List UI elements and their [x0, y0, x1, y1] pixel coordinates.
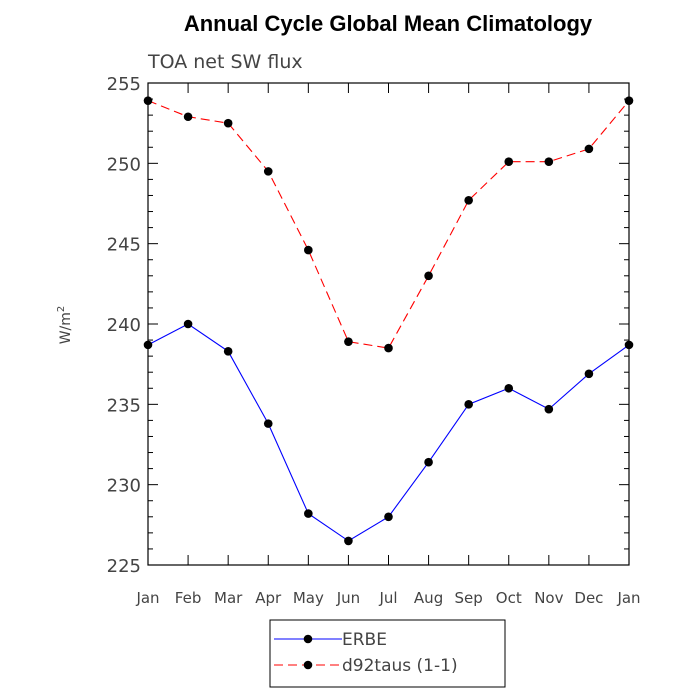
- y-tick-label: 225: [107, 556, 141, 577]
- x-tick-label: Jul: [378, 589, 397, 607]
- series-0-point: [344, 536, 353, 546]
- series-0-point: [183, 319, 193, 329]
- series-1-point: [624, 96, 634, 105]
- x-tick-label: Jan: [616, 589, 640, 607]
- y-tick-label: 230: [107, 476, 141, 497]
- legend-label-0: ERBE: [342, 630, 387, 650]
- series-0-point: [504, 383, 514, 393]
- y-axis-title: W/m2: [56, 306, 74, 345]
- x-tick-label: Nov: [534, 589, 563, 607]
- y-axis-title-main: W/m: [58, 312, 74, 344]
- series-1-point: [504, 157, 514, 167]
- series-0-point: [624, 340, 634, 350]
- x-tick-label: Feb: [175, 589, 202, 607]
- series-1-point: [143, 96, 153, 105]
- plot-frame: [147, 82, 630, 566]
- y-axis-label: W/m2: [56, 306, 74, 345]
- series-1-point: [464, 195, 473, 205]
- series-0-point: [143, 340, 153, 350]
- x-tick-label: Sep: [455, 589, 483, 607]
- series-1-point: [344, 337, 353, 346]
- series-1-point: [544, 157, 554, 167]
- chart-title: Annual Cycle Global Mean Climatology: [184, 11, 593, 36]
- series-0-point: [384, 512, 393, 522]
- chart-subtitle: TOA net SW flux: [147, 51, 303, 73]
- plot-area: Jan Feb Mar Apr May Jun Jul Aug Sep Oct Nov Dec Jan 2…: [107, 74, 641, 607]
- y-tick-label: 240: [107, 315, 141, 336]
- series-1-point: [223, 118, 233, 128]
- series-1-point: [183, 112, 193, 122]
- series-0-point: [424, 457, 433, 467]
- x-tick-label: Mar: [214, 589, 243, 607]
- x-tick-label: Apr: [255, 589, 282, 607]
- series-0-point: [304, 509, 313, 518]
- series-0-point: [223, 347, 233, 356]
- series-0-point: [544, 404, 554, 414]
- series-line-1: [147, 100, 630, 349]
- y-tick-label: 245: [107, 235, 141, 256]
- legend-label-1: d92taus (1-1): [342, 656, 458, 676]
- series-1-point: [304, 245, 313, 255]
- legend-marker-1: [303, 660, 313, 670]
- x-tick-label: Dec: [574, 589, 603, 607]
- series-0-point: [263, 419, 273, 428]
- y-tick-label: 250: [107, 154, 141, 175]
- series-1-point: [384, 343, 393, 353]
- legend: ERBE d92taus (1-1): [269, 619, 506, 688]
- legend-box: [269, 619, 506, 688]
- series-line-0: [147, 323, 630, 542]
- series-1-point: [424, 271, 433, 281]
- x-tick-label: Aug: [414, 589, 443, 607]
- x-tick-label: Oct: [496, 589, 522, 607]
- x-tick-label: Jun: [336, 589, 360, 607]
- series-0-point: [464, 400, 473, 409]
- x-tick-label: May: [293, 589, 324, 607]
- y-tick-label: 255: [107, 74, 141, 95]
- legend-marker-0: [303, 634, 313, 644]
- series-1-point: [263, 167, 273, 176]
- series-0-point: [584, 369, 594, 379]
- x-tick-label: Jan: [135, 589, 159, 607]
- series-1-point: [584, 144, 594, 154]
- y-tick-label: 235: [107, 395, 141, 416]
- y-axis-title-superscript: 2: [56, 306, 67, 312]
